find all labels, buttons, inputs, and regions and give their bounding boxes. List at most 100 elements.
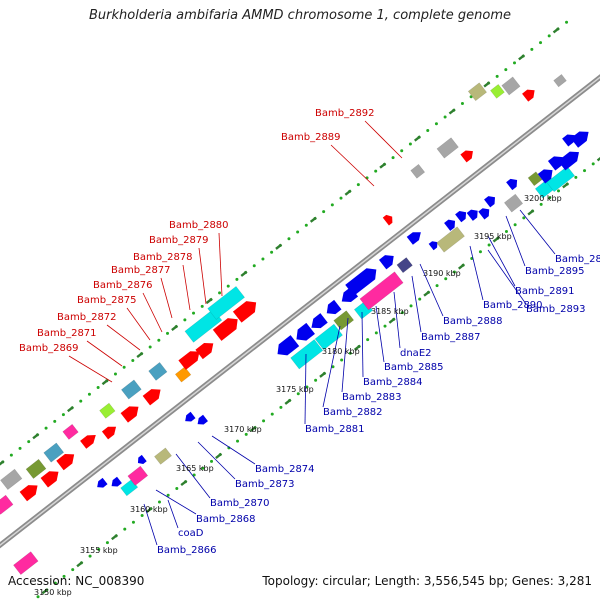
tick-dot-bottom bbox=[175, 486, 179, 490]
gene-feature bbox=[345, 268, 377, 296]
scale-label: 3195 kbp bbox=[474, 232, 512, 241]
tick-dot-top bbox=[426, 129, 430, 133]
bottom-strand-label: dnaE2 bbox=[400, 348, 432, 359]
tick-dot-top bbox=[434, 122, 438, 126]
tick-dot-top bbox=[183, 318, 187, 322]
top-strand-label: Bamb_2872 bbox=[57, 312, 117, 323]
tick-dot-top bbox=[148, 345, 152, 349]
label-leader bbox=[419, 263, 444, 317]
tick-dot-bottom bbox=[270, 412, 274, 416]
label-leader bbox=[322, 325, 341, 408]
tick-dot-bottom bbox=[340, 358, 344, 362]
tick-dot-bottom bbox=[513, 223, 517, 227]
gene-arrow bbox=[80, 434, 96, 449]
tick-dot-bottom bbox=[400, 311, 404, 315]
gene-feature bbox=[314, 323, 343, 351]
bottom-strand-label: Bamb_2893 bbox=[526, 304, 586, 315]
tick-dot-top bbox=[252, 264, 256, 268]
gene-arrow bbox=[341, 286, 359, 302]
tick-dot-bottom bbox=[452, 270, 456, 274]
gene-feature bbox=[13, 551, 39, 575]
scale-ticks bbox=[0, 27, 600, 595]
tick-dot-top bbox=[18, 446, 22, 450]
gene-arrow bbox=[557, 151, 579, 171]
backbone-highlight bbox=[0, 76, 600, 547]
scale-label: 3200 kbp bbox=[524, 194, 562, 203]
gene-box bbox=[25, 458, 47, 479]
major-tick bbox=[344, 189, 352, 196]
tick-dot-bottom bbox=[53, 581, 57, 585]
tick-dot-top bbox=[296, 230, 300, 234]
label-leader bbox=[330, 144, 375, 187]
major-tick bbox=[518, 54, 526, 61]
gene-box bbox=[436, 226, 465, 253]
top-strand-label: Bamb_2877 bbox=[111, 265, 171, 276]
label-leader bbox=[393, 291, 401, 349]
gene-box bbox=[121, 379, 142, 400]
gene-feature bbox=[101, 426, 117, 440]
gene-feature bbox=[341, 286, 359, 302]
gene-feature bbox=[553, 74, 567, 88]
gene-feature bbox=[277, 335, 300, 356]
major-tick bbox=[249, 425, 257, 432]
major-tick bbox=[215, 452, 223, 459]
tick-dot-bottom bbox=[331, 365, 335, 369]
major-tick bbox=[76, 561, 84, 568]
tick-dot-bottom bbox=[583, 169, 587, 173]
label-leader bbox=[218, 232, 223, 297]
bottom-strand-label: Bamb_2868 bbox=[196, 514, 256, 525]
gene-feature bbox=[537, 169, 553, 184]
major-tick bbox=[353, 344, 361, 351]
gene-arrow bbox=[537, 169, 553, 184]
gene-feature bbox=[382, 214, 393, 226]
gene-feature bbox=[503, 193, 524, 213]
gene-box bbox=[154, 447, 172, 465]
gene-arrow bbox=[570, 131, 589, 148]
bottom-strand-label: Bamb_2891 bbox=[515, 286, 575, 297]
tick-dot-bottom bbox=[305, 385, 309, 389]
label-leader bbox=[375, 305, 385, 363]
tick-dot-top bbox=[495, 74, 499, 78]
label-leader bbox=[361, 311, 364, 378]
bottom-strand-label: coaD bbox=[178, 528, 204, 539]
gene-arrow bbox=[378, 255, 394, 270]
gene-arrow bbox=[562, 134, 575, 147]
gene-box bbox=[359, 271, 404, 311]
label-leader bbox=[304, 353, 307, 425]
major-tick bbox=[562, 182, 570, 189]
tick-dot-bottom bbox=[166, 493, 170, 497]
gene-box bbox=[546, 165, 575, 193]
tick-dot-top bbox=[166, 331, 170, 335]
tick-dot-bottom bbox=[314, 378, 318, 382]
major-tick bbox=[483, 81, 491, 88]
tick-dot-top bbox=[400, 149, 404, 153]
gene-arrow bbox=[212, 318, 238, 341]
gene-arrow bbox=[56, 453, 75, 471]
tick-dot-bottom bbox=[418, 297, 422, 301]
gene-box bbox=[0, 494, 14, 515]
gene-arrow bbox=[466, 209, 478, 221]
bottom-strand-label: Bamb_2888 bbox=[443, 316, 503, 327]
gene-box bbox=[396, 257, 413, 274]
gene-feature bbox=[137, 454, 147, 464]
major-tick bbox=[145, 506, 153, 514]
tick-dot-top bbox=[218, 291, 222, 295]
gene-feature bbox=[467, 82, 487, 102]
gene-box bbox=[99, 402, 116, 419]
top-strand-label: Bamb_2892 bbox=[315, 108, 375, 119]
major-tick bbox=[379, 162, 387, 169]
label-leader bbox=[487, 235, 516, 287]
major-tick bbox=[0, 460, 5, 467]
gene-feature bbox=[490, 84, 505, 99]
bottom-strand-label: Bamb_2882 bbox=[323, 407, 383, 418]
top-strand-label: Bamb_2879 bbox=[149, 235, 209, 246]
tick-dot-top bbox=[443, 115, 447, 119]
bottom-strand-label: Bamb_2881 bbox=[305, 424, 365, 435]
tick-dot-bottom bbox=[88, 554, 92, 558]
scale-labels: 3150 kbp 3155 kbp 3160 kbp 3165 kbp 3170 kbp… bbox=[34, 194, 562, 597]
label-leader bbox=[126, 307, 151, 341]
tick-dot-top bbox=[122, 365, 126, 369]
gene-feature bbox=[197, 414, 208, 425]
gene-feature bbox=[185, 411, 196, 422]
bottom-strand-label: Bamb_2874 bbox=[255, 464, 315, 475]
